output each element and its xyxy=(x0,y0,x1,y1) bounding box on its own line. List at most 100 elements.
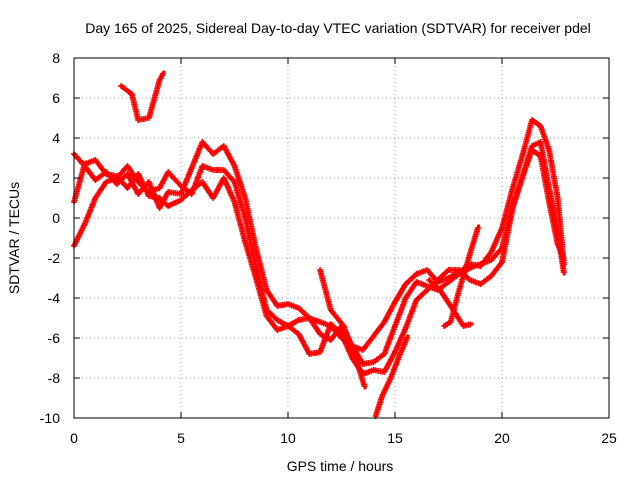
data-point xyxy=(449,320,453,324)
data-point xyxy=(511,186,515,190)
data-point xyxy=(125,172,130,176)
data-point xyxy=(275,304,279,308)
data-point xyxy=(147,180,151,184)
data-point xyxy=(436,278,440,282)
data-point xyxy=(104,172,108,176)
data-point xyxy=(446,280,451,284)
x-tick-label: 20 xyxy=(494,430,510,446)
data-point xyxy=(166,170,170,174)
data-point xyxy=(468,278,472,282)
data-point xyxy=(339,332,344,336)
data-point xyxy=(479,282,483,286)
data-point xyxy=(363,386,367,390)
data-point xyxy=(425,268,429,272)
data-point xyxy=(307,352,311,356)
data-point xyxy=(211,196,215,200)
y-tick-label: -10 xyxy=(40,410,60,426)
data-point xyxy=(115,174,119,178)
data-point xyxy=(318,268,322,272)
data-point xyxy=(162,70,166,74)
data-point xyxy=(342,324,346,328)
data-point xyxy=(211,168,215,172)
data-point xyxy=(329,322,333,326)
data-point xyxy=(158,186,162,190)
data-point xyxy=(414,298,418,302)
data-point xyxy=(521,172,526,176)
y-tick-label: 2 xyxy=(52,170,60,186)
data-point xyxy=(136,192,140,196)
data-point xyxy=(449,304,453,308)
data-point xyxy=(538,124,543,128)
series xyxy=(317,267,368,390)
data-point xyxy=(222,168,226,172)
data-point xyxy=(136,118,140,122)
series xyxy=(441,224,481,329)
data-point xyxy=(158,196,162,200)
data-point xyxy=(393,324,397,328)
data-point xyxy=(380,394,384,398)
data-point xyxy=(130,92,134,96)
data-point xyxy=(307,316,311,320)
data-point xyxy=(93,178,97,182)
y-tick-label: -8 xyxy=(48,370,61,386)
data-point xyxy=(222,176,226,180)
data-point xyxy=(125,186,130,190)
data-point xyxy=(406,334,410,338)
data-point xyxy=(119,84,123,88)
data-point xyxy=(179,198,183,202)
data-point xyxy=(136,172,140,176)
data-point xyxy=(461,324,466,328)
data-point xyxy=(200,164,204,168)
data-point xyxy=(265,288,269,292)
data-point xyxy=(382,370,386,374)
y-tick-label: -4 xyxy=(48,290,61,306)
data-point xyxy=(190,166,194,170)
data-point xyxy=(254,264,258,268)
data-point xyxy=(389,376,393,380)
data-point xyxy=(329,338,333,342)
x-tick-label: 5 xyxy=(177,430,185,446)
data-point xyxy=(104,180,108,184)
data-point xyxy=(397,354,401,358)
data-point xyxy=(562,272,566,276)
data-point xyxy=(243,216,247,220)
y-tick-label: -2 xyxy=(48,250,61,266)
data-point xyxy=(404,296,408,300)
data-point xyxy=(211,152,215,156)
data-point xyxy=(468,266,472,270)
data-point xyxy=(297,332,301,336)
data-point xyxy=(457,268,461,272)
x-tick-label: 15 xyxy=(387,430,403,446)
series xyxy=(426,277,474,329)
data-point xyxy=(530,144,534,148)
data-point xyxy=(382,320,386,324)
data-point xyxy=(374,414,378,418)
plot-frame xyxy=(73,57,610,419)
data-point xyxy=(427,278,431,282)
data-point xyxy=(166,190,170,194)
data-point xyxy=(425,288,429,292)
data-point xyxy=(547,200,551,204)
data-point xyxy=(190,188,194,192)
data-point xyxy=(352,352,356,356)
data-point xyxy=(243,196,247,200)
x-tick-label: 25 xyxy=(601,430,617,446)
data-point xyxy=(265,314,269,318)
data-point xyxy=(547,148,551,152)
axis-ticks: 0 5 10 15 20 25 -10 -8 -6 -4 -2 0 2 4 6 8 xyxy=(40,50,617,446)
data-point xyxy=(556,242,560,246)
data-point xyxy=(530,118,534,122)
data-point xyxy=(382,352,386,356)
data-point xyxy=(470,322,474,326)
data-point xyxy=(232,200,237,204)
data-point xyxy=(243,240,247,244)
data-point xyxy=(468,252,472,256)
data-point xyxy=(232,180,237,184)
y-tick-label: -6 xyxy=(48,330,61,346)
data-point xyxy=(179,192,183,196)
y-tick-label: 4 xyxy=(52,130,60,146)
data-point xyxy=(414,280,418,284)
data-point xyxy=(297,318,301,322)
series xyxy=(118,70,166,123)
